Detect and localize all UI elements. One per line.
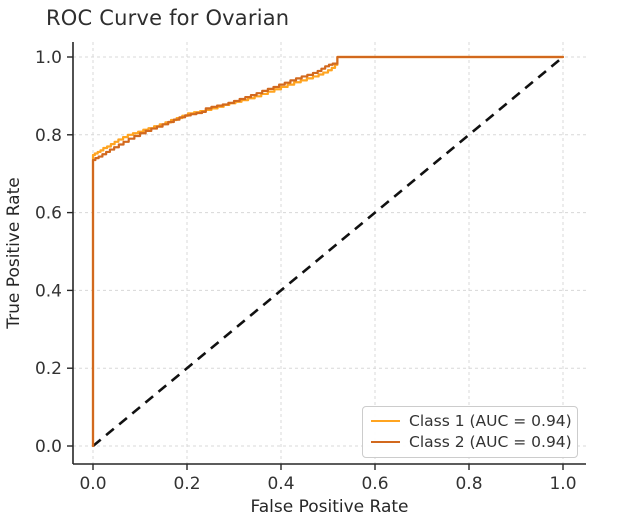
svg-text:0.4: 0.4 [35, 281, 62, 301]
y-axis-label: True Positive Rate [4, 177, 24, 329]
svg-text:0.0: 0.0 [79, 474, 106, 494]
svg-text:0.8: 0.8 [455, 474, 482, 494]
svg-text:1.0: 1.0 [549, 474, 576, 494]
chart-title: ROC Curve for Ovarian [46, 6, 290, 30]
svg-text:0.0: 0.0 [35, 437, 62, 457]
svg-text:0.6: 0.6 [35, 204, 62, 224]
legend-row-class2: Class 2 (AUC = 0.94) [371, 433, 572, 451]
legend-box: Class 1 (AUC = 0.94) Class 2 (AUC = 0.94… [362, 406, 578, 458]
legend-row-class1: Class 1 (AUC = 0.94) [371, 412, 572, 430]
legend-label-class1: Class 1 (AUC = 0.94) [409, 412, 572, 430]
legend-label-class2: Class 2 (AUC = 0.94) [409, 433, 572, 451]
class2-line-swatch-icon [371, 441, 400, 443]
svg-text:1.0: 1.0 [35, 48, 62, 68]
svg-text:0.2: 0.2 [173, 474, 200, 494]
svg-text:0.2: 0.2 [35, 359, 62, 379]
svg-text:0.6: 0.6 [361, 474, 388, 494]
x-axis-label: False Positive Rate [250, 497, 409, 517]
class1-line-swatch-icon [371, 420, 400, 422]
svg-text:0.4: 0.4 [267, 474, 294, 494]
svg-text:0.8: 0.8 [35, 126, 62, 146]
